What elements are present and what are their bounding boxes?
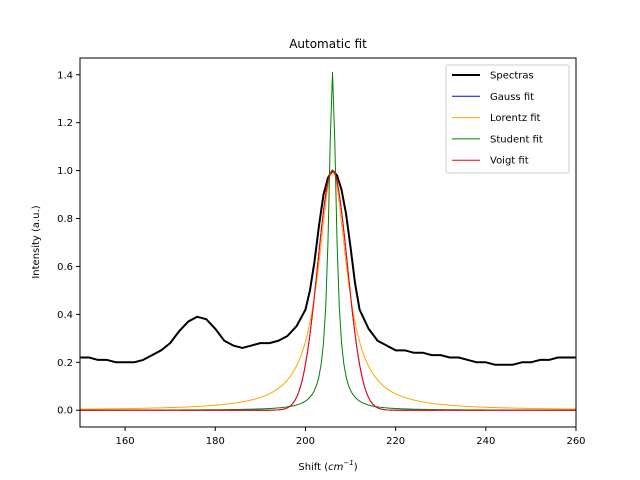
x-tick-label: 260 — [566, 436, 585, 447]
y-axis: 0.0 0.2 0.4 0.6 0.8 1.0 1.2 1.4 — [57, 70, 80, 417]
legend-label: Spectras — [490, 71, 534, 82]
plot-frame — [79, 57, 577, 428]
series-line-voigt-fit — [80, 170, 576, 411]
y-tick-label: 1.4 — [57, 70, 73, 81]
y-tick-label: 0.4 — [57, 310, 73, 321]
legend-label: Voigt fit — [490, 156, 529, 167]
legend: Spectras Gauss fit Lorentz fit Student fit V… — [445, 64, 570, 174]
legend-label: Student fit — [490, 134, 543, 145]
x-tick-label: 160 — [116, 436, 135, 447]
y-tick-label: 0.0 — [57, 406, 73, 417]
x-tick-label: 200 — [296, 436, 315, 447]
x-axis-label: Shift (cm−1) — [298, 459, 357, 473]
series-line-spectras — [80, 169, 576, 366]
legend-box — [445, 64, 570, 174]
series-line-gauss-fit — [80, 170, 576, 411]
y-tick-label: 0.8 — [57, 214, 73, 225]
y-axis-label: Intensity (a.u.) — [31, 205, 42, 278]
series-layer — [80, 71, 576, 411]
y-tick-label: 0.6 — [57, 262, 73, 273]
y-tick-label: 1.0 — [57, 166, 73, 177]
x-tick-label: 180 — [206, 436, 225, 447]
series-line-lorentz-fit — [80, 170, 576, 410]
x-tick-label: 240 — [476, 436, 495, 447]
legend-label: Gauss fit — [490, 92, 534, 103]
y-tick-label: 0.2 — [57, 358, 73, 369]
chart-title: Automatic fit — [289, 37, 367, 51]
legend-label: Lorentz fit — [490, 113, 541, 124]
y-tick-label: 1.2 — [57, 118, 73, 129]
x-tick-label: 220 — [386, 436, 405, 447]
x-axis: 160 180 200 220 240 260 — [116, 427, 586, 447]
